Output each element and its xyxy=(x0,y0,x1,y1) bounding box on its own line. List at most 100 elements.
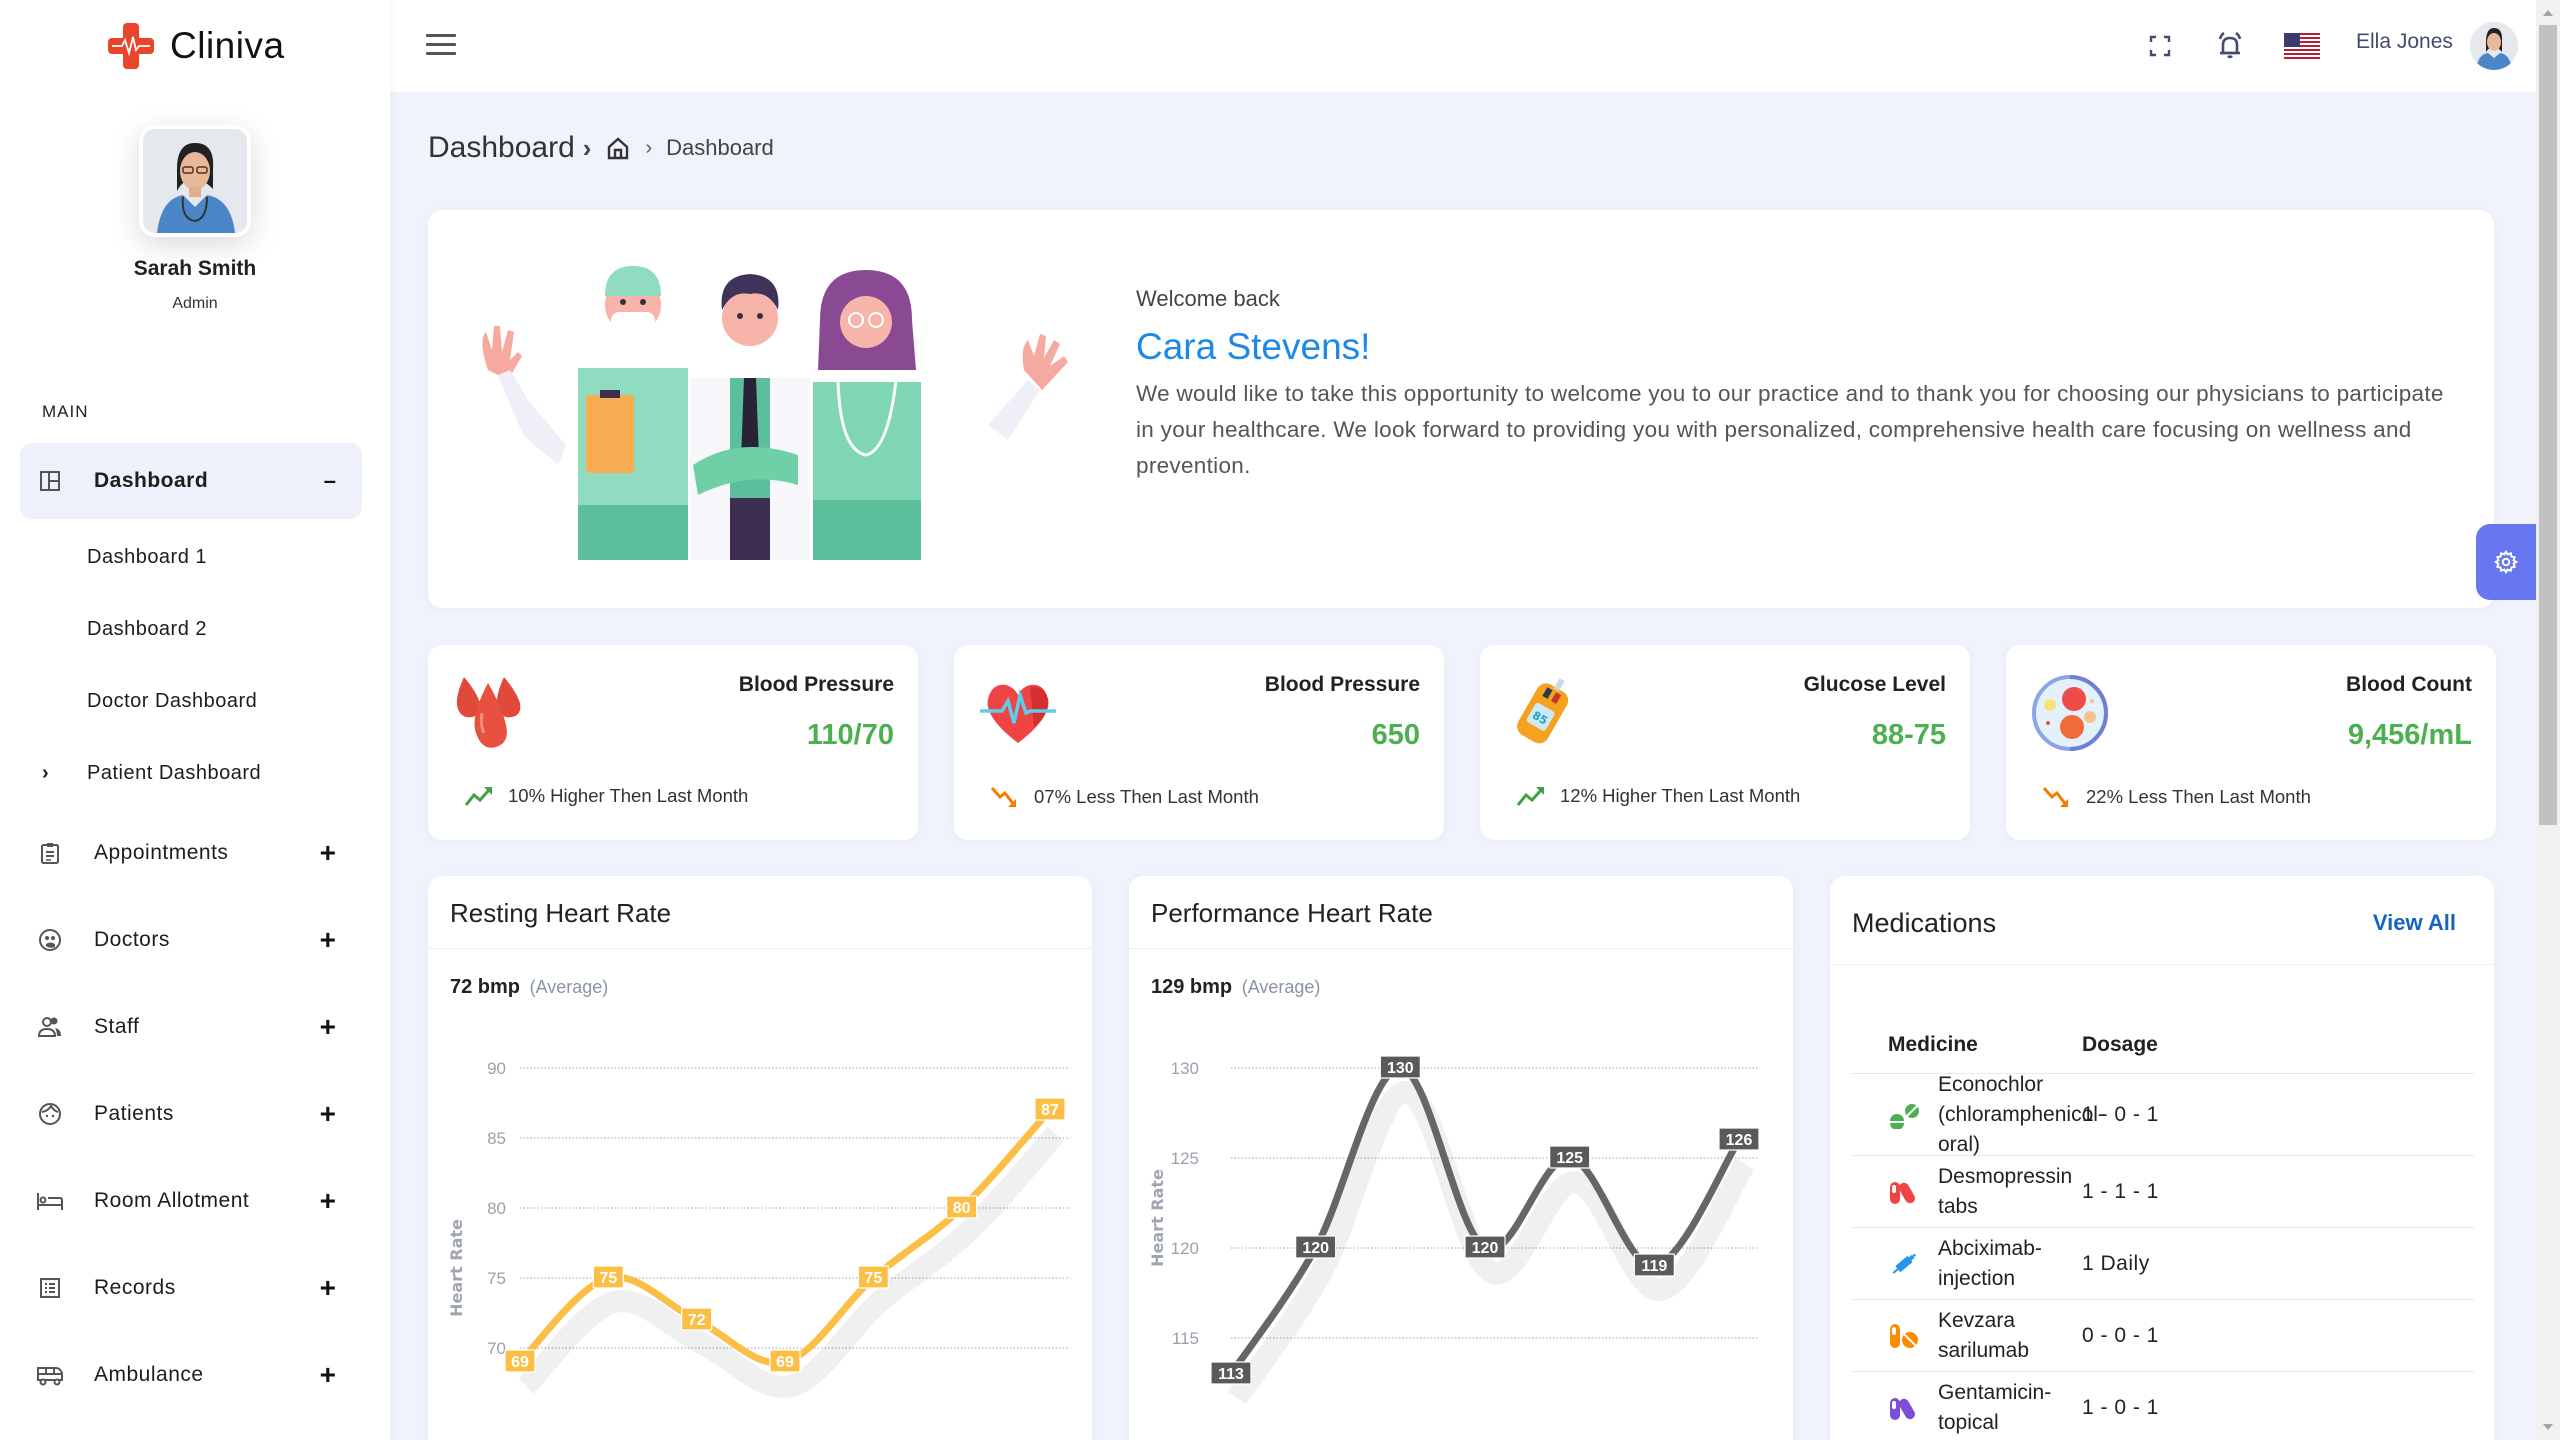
svg-text:Heart Rate: Heart Rate xyxy=(1148,1169,1167,1267)
list-icon xyxy=(36,1274,64,1302)
breadcrumb-current: Dashboard xyxy=(666,135,774,160)
collapse-icon[interactable]: – xyxy=(323,468,336,493)
expand-plus-icon[interactable]: + xyxy=(319,1010,336,1042)
medical-cross-icon xyxy=(108,23,154,69)
bell-icon[interactable] xyxy=(2212,28,2248,64)
sidebar-item-label: Patients xyxy=(94,1101,174,1125)
trend-down-icon xyxy=(2042,787,2068,807)
sidebar-subitem-dashboard-1[interactable]: Dashboard 1 xyxy=(87,545,208,568)
profile-role: Admin xyxy=(172,295,218,312)
app-logo[interactable]: Cliniva xyxy=(108,22,285,70)
table-row[interactable]: Abciximab-injection 1 Daily xyxy=(1852,1228,2474,1300)
home-icon[interactable] xyxy=(605,135,631,161)
expand-plus-icon[interactable]: + xyxy=(319,1271,336,1303)
sidebar-item-label: Staff xyxy=(94,1014,140,1038)
us-flag-icon[interactable] xyxy=(2282,28,2322,64)
sidebar-subitem-doctor-dashboard[interactable]: Doctor Dashboard xyxy=(87,689,258,712)
sidebar-item-ambulance[interactable]: Ambulance + xyxy=(20,1331,362,1418)
sidebar-item-dashboard[interactable]: Dashboard – xyxy=(20,443,362,519)
sidebar-item-staff[interactable]: Staff + xyxy=(20,983,362,1070)
sidebar-item-label: Ambulance xyxy=(94,1362,204,1386)
table-row[interactable]: Gentamicin-topical 1 - 0 - 1 xyxy=(1852,1372,2474,1440)
stat-title: Glucose Level xyxy=(1803,673,1946,696)
svg-text:130: 130 xyxy=(1171,1059,1199,1078)
profile-avatar[interactable] xyxy=(139,125,251,237)
card-title: Medications xyxy=(1852,908,1997,938)
medicine-name: Gentamicin-topical xyxy=(1938,1380,2052,1434)
table-row[interactable]: Kevzara sarilumab 0 - 0 - 1 xyxy=(1852,1300,2474,1372)
svg-text:119: 119 xyxy=(1641,1258,1667,1275)
welcome-user-name: Cara Stevens! xyxy=(1136,326,1371,367)
svg-text:87: 87 xyxy=(1041,1102,1059,1119)
svg-text:120: 120 xyxy=(1472,1240,1499,1257)
stat-title: Blood Pressure xyxy=(1264,673,1420,696)
svg-text:125: 125 xyxy=(1171,1149,1199,1168)
settings-button[interactable] xyxy=(2476,524,2536,600)
view-all-link[interactable]: View All xyxy=(2372,910,2456,935)
scrollbar-thumb[interactable] xyxy=(2539,25,2557,825)
clipboard-icon xyxy=(36,839,64,867)
sidebar-item-doctors[interactable]: Doctors + xyxy=(20,896,362,983)
medicine-dosage: 1 Daily xyxy=(2082,1251,2150,1275)
stat-value: 9,456/mL xyxy=(2347,719,2472,751)
header-user-name[interactable]: Ella Jones xyxy=(2356,30,2453,53)
resting-heart-rate-chart: 70 75 80 85 90 Heart Rate 69 75 72 69 75 80 87 xyxy=(447,1059,1070,1398)
svg-text:80: 80 xyxy=(487,1199,506,1218)
page-scrollbar[interactable] xyxy=(2536,0,2560,1440)
sidebar-subitem-patient-dashboard[interactable]: › Patient Dashboard xyxy=(42,761,262,784)
sidebar-item-records[interactable]: Records + xyxy=(20,1244,362,1331)
sidebar-item-label: Records xyxy=(94,1275,176,1299)
scroll-down-arrow-icon[interactable] xyxy=(2543,1424,2553,1430)
medicine-dosage: 1 - 0 - 1 xyxy=(2082,1395,2159,1419)
menu-section-label: MAIN xyxy=(42,402,89,421)
doctor-face-icon xyxy=(36,926,64,954)
sidebar-item-patients[interactable]: Patients + xyxy=(20,1070,362,1157)
expand-plus-icon[interactable]: + xyxy=(319,836,336,868)
table-row[interactable]: Desmopressin tabs 1 - 1 - 1 xyxy=(1852,1156,2474,1228)
svg-text:Heart Rate: Heart Rate xyxy=(447,1219,466,1317)
svg-text:130: 130 xyxy=(1387,1060,1414,1077)
svg-text:80: 80 xyxy=(953,1200,971,1217)
blood-cells-icon xyxy=(2030,673,2110,753)
menu-icon[interactable] xyxy=(426,34,456,58)
expand-plus-icon[interactable]: + xyxy=(319,1184,336,1216)
expand-plus-icon[interactable]: + xyxy=(319,1358,336,1390)
sidebar-item-appointments[interactable]: Appointments + xyxy=(20,809,362,896)
medicine-dosage: 1 - 1 - 1 xyxy=(2082,1179,2159,1203)
ambulance-icon xyxy=(36,1361,64,1389)
medicine-name: Econochlor (chloramphenicol-oral) xyxy=(1938,1072,2105,1156)
blood-drops-icon xyxy=(452,673,532,753)
glucometer-icon: 85 xyxy=(1504,673,1584,753)
svg-text:75: 75 xyxy=(599,1270,617,1287)
svg-text:120: 120 xyxy=(1302,1240,1329,1257)
stat-card-blood-pressure: Blood Pressure 110/70 10% Higher Then La… xyxy=(428,645,918,840)
sidebar-subitem-dashboard-2[interactable]: Dashboard 2 xyxy=(87,617,208,640)
welcome-greeting: Welcome back xyxy=(1136,286,1280,311)
medicine-name: Abciximab-injection xyxy=(1938,1236,2042,1290)
stat-value: 110/70 xyxy=(806,719,894,751)
svg-text:85: 85 xyxy=(487,1129,506,1148)
top-header: Ella Jones xyxy=(390,0,2536,92)
medications-table: Medicine Dosage Econochlor (chlorampheni… xyxy=(1852,1016,2474,1440)
profile-name: Sarah Smith xyxy=(133,257,257,280)
scroll-up-arrow-icon[interactable] xyxy=(2543,10,2553,16)
performance-heart-rate-chart: 115 120 125 130 Heart Rate 113 120 130 120 125 119… xyxy=(1148,1055,1760,1405)
expand-plus-icon[interactable]: + xyxy=(319,1097,336,1129)
welcome-card: Welcome back Cara Stevens! We would like… xyxy=(428,210,2494,608)
svg-text:126: 126 xyxy=(1726,1132,1753,1149)
expand-plus-icon[interactable]: + xyxy=(319,923,336,955)
medicine-name: Desmopressin tabs xyxy=(1938,1164,2073,1218)
trend-up-icon xyxy=(1516,787,1544,806)
header-avatar[interactable] xyxy=(2470,22,2518,70)
card-title: Resting Heart Rate xyxy=(450,898,672,928)
sidebar-item-label: Appointments xyxy=(94,840,229,864)
people-icon xyxy=(36,1013,64,1041)
breadcrumb-separator: › xyxy=(582,132,592,163)
trend-up-icon xyxy=(464,787,492,806)
svg-text:70: 70 xyxy=(487,1339,506,1358)
table-row[interactable]: Econochlor (chloramphenicol-oral) 1 - 0 … xyxy=(1852,1073,2474,1156)
sidebar-item-room-allotment[interactable]: Room Allotment + xyxy=(20,1157,362,1244)
svg-text:69: 69 xyxy=(511,1354,529,1371)
sidebar-profile: Sarah Smith Admin xyxy=(0,125,390,313)
fullscreen-icon[interactable] xyxy=(2142,28,2178,64)
